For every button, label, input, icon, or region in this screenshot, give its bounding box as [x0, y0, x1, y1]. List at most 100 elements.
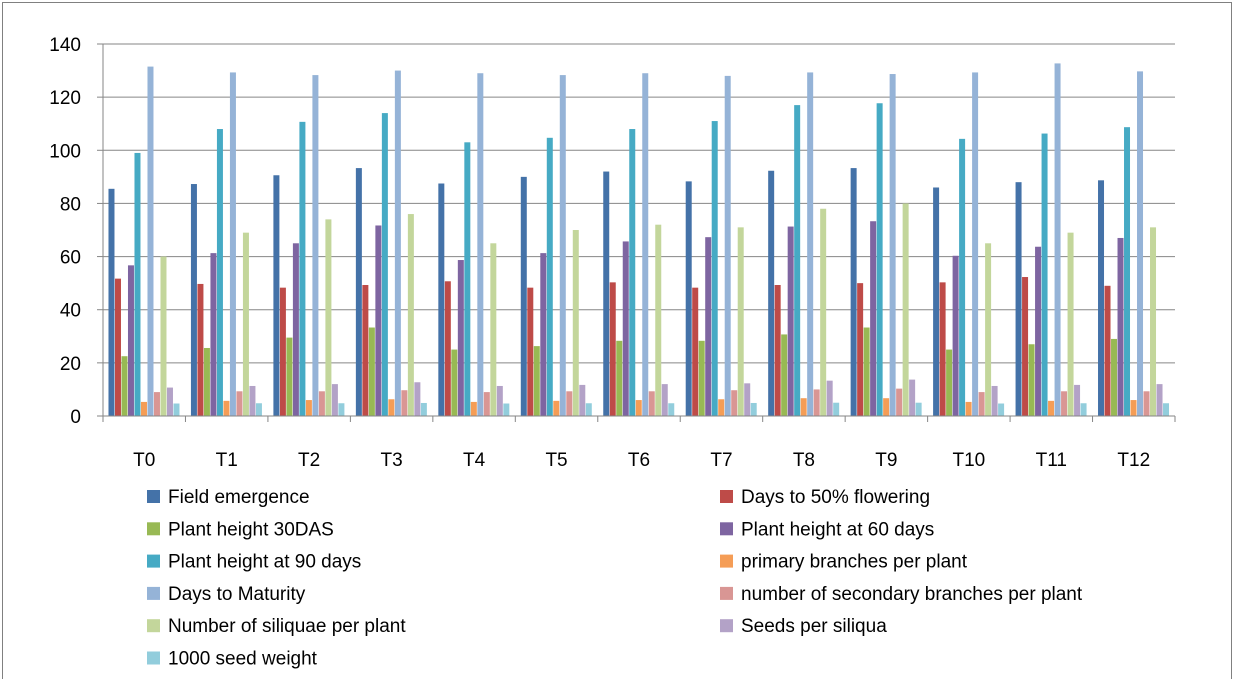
bar [991, 385, 998, 416]
bar [863, 327, 870, 416]
bar [946, 349, 953, 416]
bar [299, 121, 306, 416]
bars [108, 63, 1170, 417]
bar [774, 285, 781, 416]
bar [457, 260, 464, 416]
bar [134, 152, 141, 416]
bar [1015, 182, 1022, 416]
bar [939, 282, 946, 416]
bar [451, 349, 458, 416]
y-tick-label: 80 [60, 194, 81, 215]
legend-swatch [720, 522, 733, 536]
legend-swatch [147, 490, 160, 503]
bar [394, 70, 401, 416]
bar [629, 129, 636, 416]
bar [1130, 400, 1137, 416]
bar [902, 203, 909, 416]
bar [668, 403, 675, 416]
bar [857, 283, 864, 416]
bar [566, 391, 573, 416]
bar [883, 398, 890, 416]
bar [794, 105, 801, 417]
bar [223, 400, 230, 416]
bar [242, 232, 249, 416]
bar [368, 327, 375, 416]
bar [375, 225, 382, 416]
bar [216, 129, 223, 416]
legend-swatch [147, 651, 160, 665]
bar [635, 400, 642, 416]
legend-entry: primary branches per plant [741, 552, 968, 573]
bar [800, 398, 807, 416]
bar [255, 403, 262, 416]
bar [1156, 384, 1163, 416]
bar [655, 224, 662, 416]
bar [744, 383, 751, 416]
bar [147, 66, 154, 416]
y-tick-label: 0 [70, 407, 81, 428]
bar [965, 401, 972, 416]
bar [407, 214, 414, 416]
bar [724, 75, 731, 416]
legend-swatch [147, 586, 160, 600]
bar [236, 391, 243, 416]
legend-swatch [147, 522, 160, 536]
bar [661, 384, 668, 416]
bar [1035, 246, 1042, 416]
bar [648, 391, 655, 416]
bar [889, 74, 896, 416]
bar [870, 221, 877, 416]
bar [609, 282, 616, 416]
legend-swatch [720, 586, 733, 600]
bar [286, 337, 293, 416]
bar [420, 402, 427, 416]
bar [490, 243, 497, 416]
bar [1074, 384, 1081, 416]
y-tick-label: 20 [60, 354, 81, 375]
x-tick-label: T0 [133, 450, 155, 471]
bar [166, 387, 173, 416]
bar [616, 340, 623, 416]
bar [292, 243, 299, 416]
bar [331, 384, 338, 416]
bar [381, 113, 388, 416]
legend-entry: Field emergence [168, 487, 310, 508]
bar [477, 73, 484, 416]
bar [1111, 338, 1118, 416]
x-tick-label: T4 [463, 450, 486, 471]
bar [496, 385, 503, 416]
x-tick-label: T3 [381, 450, 403, 471]
bar [533, 346, 540, 416]
bar [190, 184, 197, 416]
bar [820, 208, 827, 416]
bar [896, 388, 903, 416]
bar [876, 103, 883, 416]
bar [705, 237, 712, 416]
bar [572, 230, 579, 416]
x-tick-label: T7 [710, 450, 732, 471]
bar [546, 137, 553, 417]
bar [540, 253, 547, 416]
legend-swatch [147, 619, 160, 633]
bar [768, 170, 775, 416]
bar [787, 226, 794, 416]
y-tick-label: 120 [49, 88, 81, 109]
legend: Field emergence Days to 50% flowering Plan… [147, 487, 1083, 670]
bar [952, 255, 959, 416]
legend-swatch [147, 554, 160, 568]
bar [579, 384, 586, 416]
bar [527, 287, 534, 416]
bar [978, 392, 985, 416]
bar [108, 188, 115, 416]
bar [1104, 285, 1111, 416]
bar [603, 171, 610, 416]
bar [642, 73, 649, 416]
bar [692, 287, 699, 416]
bar [483, 392, 490, 416]
bar [731, 390, 738, 416]
bar [1041, 133, 1048, 417]
bar [813, 389, 820, 416]
bar [1054, 63, 1061, 417]
bar [401, 390, 408, 416]
